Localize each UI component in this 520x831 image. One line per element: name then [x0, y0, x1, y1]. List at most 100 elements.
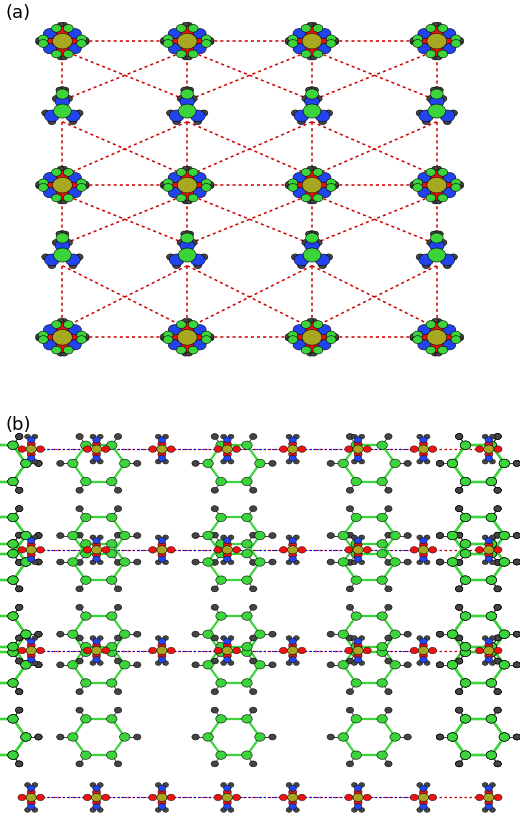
Circle shape: [305, 239, 319, 251]
Circle shape: [186, 166, 192, 172]
Circle shape: [24, 560, 31, 565]
Circle shape: [26, 794, 36, 802]
Circle shape: [385, 689, 392, 695]
Circle shape: [456, 689, 463, 695]
Circle shape: [418, 445, 428, 453]
Circle shape: [485, 642, 493, 649]
Circle shape: [438, 347, 448, 354]
Circle shape: [24, 636, 31, 641]
Circle shape: [18, 547, 26, 553]
Circle shape: [325, 110, 333, 116]
Circle shape: [499, 661, 510, 669]
Circle shape: [8, 549, 18, 558]
Circle shape: [114, 559, 122, 565]
Circle shape: [16, 658, 23, 664]
Circle shape: [427, 33, 447, 49]
Circle shape: [436, 632, 444, 637]
Circle shape: [513, 559, 520, 565]
Circle shape: [16, 532, 23, 538]
Circle shape: [346, 506, 354, 512]
Circle shape: [494, 506, 501, 512]
Circle shape: [289, 538, 296, 543]
Circle shape: [286, 636, 292, 641]
Circle shape: [377, 477, 387, 485]
Circle shape: [81, 441, 91, 450]
Circle shape: [216, 549, 226, 558]
Circle shape: [223, 552, 231, 558]
Circle shape: [456, 586, 463, 592]
Circle shape: [484, 647, 494, 655]
Circle shape: [70, 332, 84, 343]
Circle shape: [422, 118, 430, 125]
Circle shape: [359, 560, 365, 565]
Circle shape: [447, 558, 458, 566]
Circle shape: [69, 263, 77, 268]
Circle shape: [499, 733, 510, 741]
Circle shape: [223, 652, 231, 659]
Circle shape: [482, 661, 488, 666]
Circle shape: [255, 733, 265, 741]
Circle shape: [485, 656, 492, 663]
Circle shape: [460, 642, 471, 651]
Circle shape: [456, 761, 463, 767]
Circle shape: [21, 460, 31, 468]
Circle shape: [494, 559, 501, 565]
Circle shape: [443, 43, 456, 54]
Circle shape: [420, 538, 427, 543]
Circle shape: [432, 22, 438, 27]
Circle shape: [443, 28, 456, 39]
Circle shape: [359, 808, 365, 813]
Circle shape: [42, 110, 49, 116]
Circle shape: [250, 604, 257, 610]
Circle shape: [180, 322, 194, 334]
Circle shape: [250, 434, 257, 440]
Circle shape: [440, 110, 454, 121]
Circle shape: [447, 460, 458, 468]
Circle shape: [28, 437, 35, 443]
Circle shape: [513, 632, 520, 637]
Circle shape: [180, 189, 194, 200]
Circle shape: [302, 239, 310, 246]
Circle shape: [351, 514, 361, 522]
Circle shape: [494, 604, 501, 610]
Circle shape: [61, 351, 68, 356]
Circle shape: [385, 506, 392, 512]
Circle shape: [410, 647, 418, 654]
Circle shape: [301, 194, 311, 202]
Circle shape: [35, 661, 42, 668]
Circle shape: [93, 451, 101, 458]
Circle shape: [228, 435, 234, 439]
Circle shape: [211, 707, 218, 713]
Circle shape: [16, 689, 23, 695]
Circle shape: [188, 24, 198, 32]
Circle shape: [436, 734, 444, 740]
Circle shape: [242, 477, 252, 485]
Circle shape: [61, 318, 68, 324]
Circle shape: [460, 441, 471, 450]
Circle shape: [81, 751, 91, 760]
Circle shape: [486, 441, 497, 450]
Circle shape: [255, 558, 265, 566]
Circle shape: [70, 35, 84, 47]
Circle shape: [460, 648, 471, 656]
Circle shape: [410, 39, 417, 45]
Circle shape: [63, 321, 73, 328]
Circle shape: [177, 329, 197, 345]
Circle shape: [485, 804, 492, 809]
Circle shape: [35, 460, 42, 466]
Circle shape: [460, 715, 471, 723]
Circle shape: [224, 556, 231, 562]
Circle shape: [8, 477, 18, 485]
Circle shape: [28, 638, 35, 644]
Circle shape: [250, 689, 257, 695]
Circle shape: [194, 179, 209, 191]
Circle shape: [36, 647, 44, 654]
Circle shape: [346, 559, 354, 565]
Circle shape: [163, 40, 173, 47]
Circle shape: [176, 347, 186, 354]
Circle shape: [305, 27, 319, 38]
Circle shape: [36, 184, 43, 189]
Circle shape: [308, 86, 316, 92]
Circle shape: [285, 333, 292, 339]
Circle shape: [305, 189, 319, 200]
